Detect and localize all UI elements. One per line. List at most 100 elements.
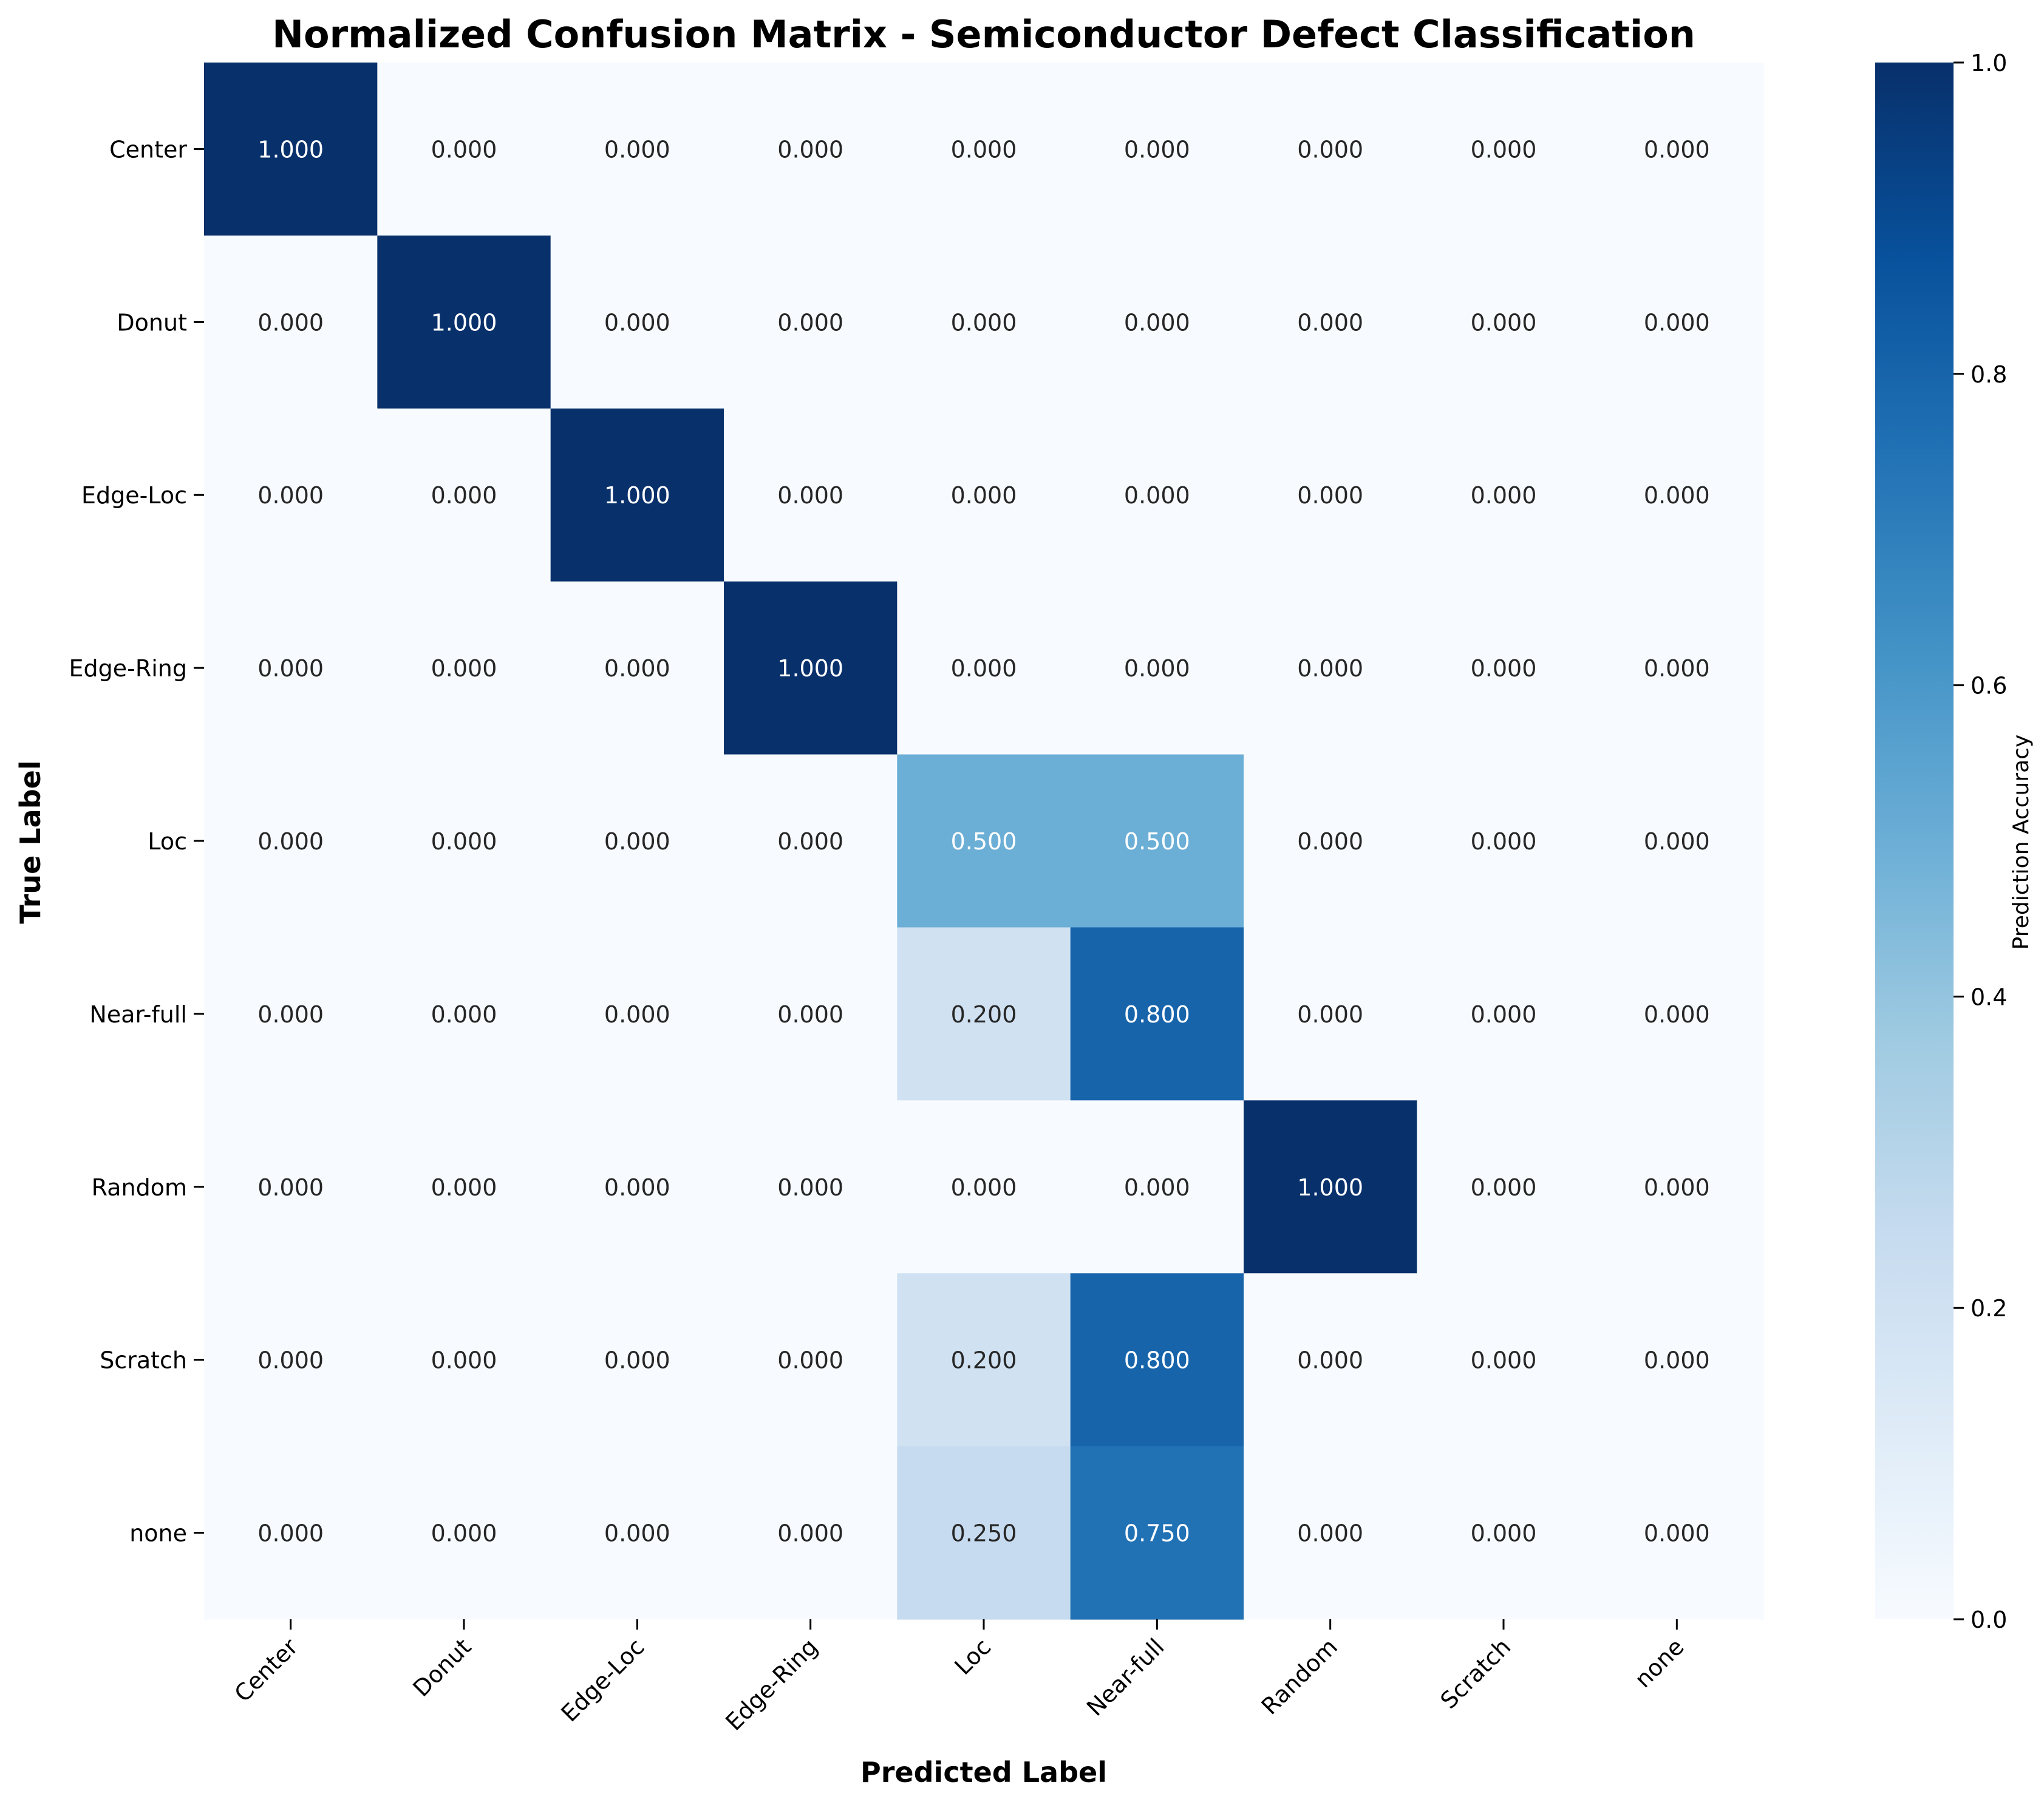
heatmap-cell — [724, 927, 898, 1101]
y-tick-label: Random — [92, 1174, 187, 1201]
heatmap-cell — [1590, 581, 1764, 755]
cell-value-label: 0.000 — [604, 136, 670, 163]
cell-value-label: 0.000 — [1471, 309, 1537, 336]
colorbar-tick-label: 0.2 — [1971, 1295, 2007, 1322]
heatmap-cell — [1244, 408, 1417, 582]
heatmap-cell — [897, 1273, 1071, 1447]
cell-value-label: 0.200 — [951, 1347, 1017, 1374]
heatmap-cell — [897, 63, 1071, 236]
cell-value-label: 0.000 — [1471, 1520, 1537, 1547]
heatmap-cell — [377, 408, 551, 582]
cell-value-label: 0.000 — [257, 1520, 324, 1547]
cell-value-label: 0.000 — [951, 1174, 1017, 1201]
cell-value-label: 0.000 — [257, 482, 324, 509]
chart-title: Normalized Confusion Matrix - Semiconduc… — [272, 12, 1695, 56]
cell-value-label: 0.000 — [431, 1520, 497, 1547]
heatmap-cell — [1590, 1100, 1764, 1274]
cell-value-label: 0.000 — [257, 655, 324, 682]
heatmap-cell — [1244, 235, 1417, 409]
heatmap-cell — [204, 1100, 378, 1274]
y-axis-label: True Label — [14, 760, 47, 923]
cell-value-label: 0.000 — [777, 136, 843, 163]
cell-value-label: 0.000 — [1124, 136, 1190, 163]
heatmap-cell — [1590, 235, 1764, 409]
heatmap-cell — [1417, 63, 1591, 236]
cell-value-label: 0.000 — [1471, 828, 1537, 855]
colorbar-ticks: 0.0 0.2 0.4 0.6 0.8 1.0 — [1954, 50, 2007, 1633]
heatmap-cell — [550, 1100, 724, 1274]
heatmap-cell — [1244, 581, 1417, 755]
colorbar-label: Prediction Accuracy — [2009, 735, 2034, 950]
cell-value-label: 0.000 — [431, 136, 497, 163]
heatmap-cell — [1590, 63, 1764, 236]
x-tick-label: Edge-Loc — [556, 1633, 650, 1727]
x-tick-label: Edge-Ring — [720, 1633, 823, 1736]
heatmap-cell — [897, 1446, 1071, 1620]
heatmap-cell — [550, 581, 724, 755]
cell-value-label: 1.000 — [604, 482, 670, 509]
cell-value-label: 0.750 — [1124, 1520, 1190, 1547]
cell-value-label: 0.000 — [951, 482, 1017, 509]
x-tick-label: Loc — [950, 1633, 996, 1680]
cell-value-label: 0.000 — [257, 828, 324, 855]
y-tick-label: Edge-Loc — [81, 482, 187, 509]
heatmap-cell — [1070, 754, 1244, 928]
heatmap-cell — [204, 408, 378, 582]
x-tick-label: Near-full — [1082, 1633, 1170, 1721]
heatmap-cell — [1070, 1446, 1244, 1620]
heatmap-cell — [377, 1100, 551, 1274]
heatmap-cells — [204, 63, 1764, 1620]
heatmap-cell — [550, 1273, 724, 1447]
heatmap-cell — [550, 927, 724, 1101]
heatmap-cell — [1070, 1100, 1244, 1274]
heatmap-cell — [724, 754, 898, 928]
heatmap-cell — [204, 63, 378, 236]
heatmap-cell — [550, 1446, 724, 1620]
heatmap-cell — [1070, 1273, 1244, 1447]
heatmap-cell — [1244, 63, 1417, 236]
cell-value-label: 0.000 — [1471, 1174, 1537, 1201]
heatmap-cell — [724, 235, 898, 409]
cell-value-label: 0.200 — [951, 1001, 1017, 1028]
y-tick-label: Center — [109, 136, 187, 163]
heatmap-cell — [724, 1273, 898, 1447]
heatmap-cell — [204, 1446, 378, 1620]
heatmap-cell — [1417, 581, 1591, 755]
heatmap-cell — [1070, 581, 1244, 755]
y-tick-label: Edge-Ring — [69, 655, 187, 682]
cell-value-label: 0.000 — [1644, 1001, 1710, 1028]
heatmap-cell — [897, 235, 1071, 409]
cell-value-label: 0.000 — [1297, 136, 1363, 163]
heatmap-cell — [377, 1446, 551, 1620]
cell-value-label: 0.000 — [604, 1174, 670, 1201]
cell-value-label: 0.000 — [1644, 655, 1710, 682]
y-tick-label: none — [129, 1520, 187, 1547]
y-tick-label: Near-full — [89, 1001, 187, 1028]
heatmap-cell — [1417, 1273, 1591, 1447]
cell-value-label: 0.000 — [1644, 136, 1710, 163]
cell-value-label: 0.000 — [1644, 309, 1710, 336]
cell-value-label: 0.000 — [1644, 482, 1710, 509]
colorbar-tick-label: 0.0 — [1971, 1606, 2007, 1633]
x-tick-label: none — [1630, 1633, 1689, 1693]
heatmap-cell — [377, 927, 551, 1101]
cell-value-label: 0.000 — [777, 1001, 843, 1028]
cell-value-label: 0.000 — [1471, 1001, 1537, 1028]
y-tick-label: Donut — [117, 309, 187, 336]
cell-value-label: 0.000 — [1297, 482, 1363, 509]
cell-value-label: 0.500 — [951, 828, 1017, 855]
colorbar-tick-label: 0.4 — [1971, 984, 2007, 1010]
heatmap-cell — [724, 1446, 898, 1620]
cell-value-label: 0.000 — [1297, 309, 1363, 336]
cell-value-label: 0.000 — [431, 828, 497, 855]
x-axis: Center Donut Edge-Loc Edge-Ring Loc Near-full… — [229, 1619, 1689, 1736]
heatmap-cell — [1070, 408, 1244, 582]
heatmap-cell — [204, 754, 378, 928]
cell-value-label: 0.000 — [604, 1001, 670, 1028]
heatmap-cell — [1417, 927, 1591, 1101]
cell-value-label: 1.000 — [257, 136, 324, 163]
heatmap-cell — [897, 408, 1071, 582]
heatmap-cell — [550, 63, 724, 236]
heatmap-cell — [1244, 1446, 1417, 1620]
heatmap-cell — [1244, 1273, 1417, 1447]
